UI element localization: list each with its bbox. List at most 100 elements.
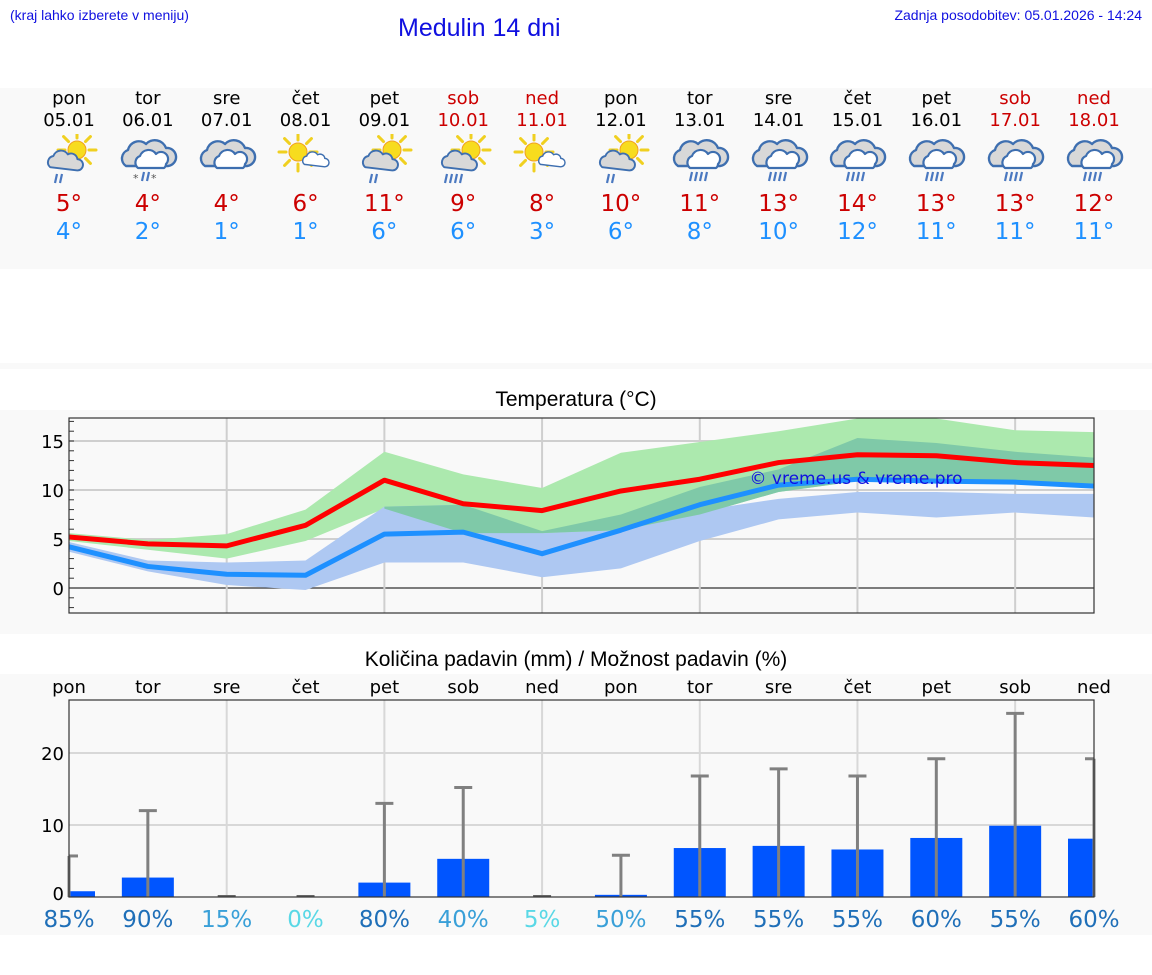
temp-max: 8° [528, 191, 556, 217]
cloudy-heavy-rain-icon [749, 134, 809, 188]
day-forecast: pet 16.01 13° 11° [897, 88, 975, 246]
day-forecast: ned 11.01 8° 3° [503, 88, 581, 246]
cloudy-heavy-rain-icon [827, 134, 887, 188]
day-forecast: sre 07.01 4° 1° [188, 88, 266, 246]
precip-probability: 60% [1068, 907, 1119, 933]
daily-forecast-panel [0, 88, 1152, 269]
watermark: © vreme.us & vreme.pro [749, 469, 962, 489]
day-name: pon [52, 88, 86, 109]
temp-max: 13° [994, 191, 1036, 217]
day-date: 17.01 [989, 110, 1041, 131]
precip-probability: 55% [674, 907, 725, 933]
cloudy-icon [197, 134, 257, 188]
sun-small-cloud-icon [276, 131, 336, 188]
day-forecast: tor 13.01 11° 8° [661, 88, 739, 246]
day-date: 15.01 [831, 110, 884, 131]
precip-day-label: ned [525, 677, 559, 698]
temp-max: 4° [134, 191, 161, 217]
day-date: 11.01 [516, 110, 568, 131]
day-date: 16.01 [910, 110, 963, 131]
day-date: 08.01 [279, 110, 332, 131]
day-name: čet [843, 88, 872, 109]
precip-probability: 15% [201, 907, 252, 933]
cloudy-heavy-rain-icon [670, 134, 730, 188]
precip-day-label: pet [370, 677, 400, 698]
day-name: sre [764, 88, 793, 109]
day-date: 13.01 [674, 110, 726, 131]
cloudy-heavy-rain-icon [906, 134, 966, 188]
cloudy-rain-snow-icon: * * [118, 134, 178, 188]
divider [0, 363, 1152, 369]
precip-day-label: sob [999, 677, 1031, 698]
temp-min: 1° [292, 219, 319, 245]
day-name: sob [999, 88, 1032, 109]
precip-day-label: pet [922, 677, 952, 698]
day-forecast: čet 15.01 14° 12° [818, 88, 896, 246]
day-date: 18.01 [1068, 110, 1120, 131]
day-forecast: tor 06.01 * * 4° 2° [109, 88, 187, 246]
svg-text:10: 10 [41, 816, 64, 837]
precip-probability: 85% [43, 907, 94, 933]
precip-day-label: sre [213, 677, 240, 698]
day-name: pon [603, 88, 638, 109]
day-forecast: sob 10.01 9° 6° [424, 88, 502, 246]
temp-max: 9° [450, 191, 477, 217]
temp-min: 6° [607, 219, 634, 245]
precip-day-label: ned [1077, 677, 1111, 698]
day-forecast: ned 18.01 12° 11° [1055, 88, 1133, 246]
temp-max: 11° [679, 191, 721, 217]
precip-probability: 55% [990, 907, 1041, 933]
svg-text:0: 0 [53, 884, 64, 905]
precipitation-chart-title: Količina padavin (mm) / Možnost padavin … [364, 648, 788, 671]
temp-min: 2° [134, 219, 161, 245]
temp-max: 5° [55, 191, 83, 217]
temp-min: 10° [758, 219, 799, 245]
partly-sunny-rain-icon [39, 129, 99, 188]
sun-small-cloud-icon [512, 131, 572, 188]
page-title: Medulin 14 dni [398, 14, 561, 42]
precip-day-label: sob [447, 677, 479, 698]
day-forecast: sob 17.01 13° 11° [976, 88, 1054, 246]
partly-sunny-heavy-rain-icon [433, 129, 493, 188]
temp-min: 11° [994, 219, 1036, 245]
precip-day-label: pon [604, 677, 638, 698]
svg-text:5: 5 [53, 530, 64, 551]
svg-text:*: * [133, 172, 139, 185]
day-forecast: sre 14.01 13° 10° [740, 88, 818, 246]
day-date: 06.01 [122, 110, 174, 131]
location-hint: (kraj lahko izberete v meniju) [10, 7, 189, 23]
precip-probability: 5% [524, 907, 561, 933]
precip-probability: 40% [438, 907, 489, 933]
temp-min: 1° [213, 219, 240, 245]
precip-day-label: čet [843, 677, 871, 698]
temperature-chart: 0 5 10 15 © vreme.us & vreme.pro [41, 417, 1095, 614]
temp-min: 6° [371, 219, 398, 245]
temp-min: 4° [55, 219, 83, 245]
temp-max: 6° [292, 191, 319, 217]
day-name: ned [525, 88, 560, 109]
svg-text:0: 0 [53, 579, 64, 600]
day-name: pet [921, 88, 952, 109]
cloudy-heavy-rain-icon [1064, 134, 1124, 188]
precip-probability: 50% [595, 907, 646, 933]
precip-probability: 60% [911, 907, 962, 933]
temp-max: 4° [213, 191, 240, 217]
temp-min: 3° [528, 219, 556, 245]
precip-day-label: sre [765, 677, 792, 698]
precip-day-label: pon [52, 677, 86, 698]
temp-max: 10° [600, 191, 642, 217]
day-date: 07.01 [200, 110, 253, 131]
day-name: pet [369, 88, 400, 109]
day-forecast: čet 08.01 6° 1° [267, 88, 345, 246]
daily-forecast: pon 05.01 5° 4° tor 06.01 * * 4° 2° sre 07.01 4° 1… [0, 88, 1152, 268]
precip-probability: 80% [359, 907, 410, 933]
day-name: ned [1077, 88, 1111, 109]
day-name: čet [291, 88, 320, 109]
temp-min: 11° [1073, 219, 1115, 245]
day-name: sob [447, 88, 480, 109]
day-name: sre [212, 88, 241, 109]
day-date: 09.01 [358, 110, 411, 131]
precip-probability: 55% [753, 907, 804, 933]
temp-min: 11° [915, 219, 957, 245]
